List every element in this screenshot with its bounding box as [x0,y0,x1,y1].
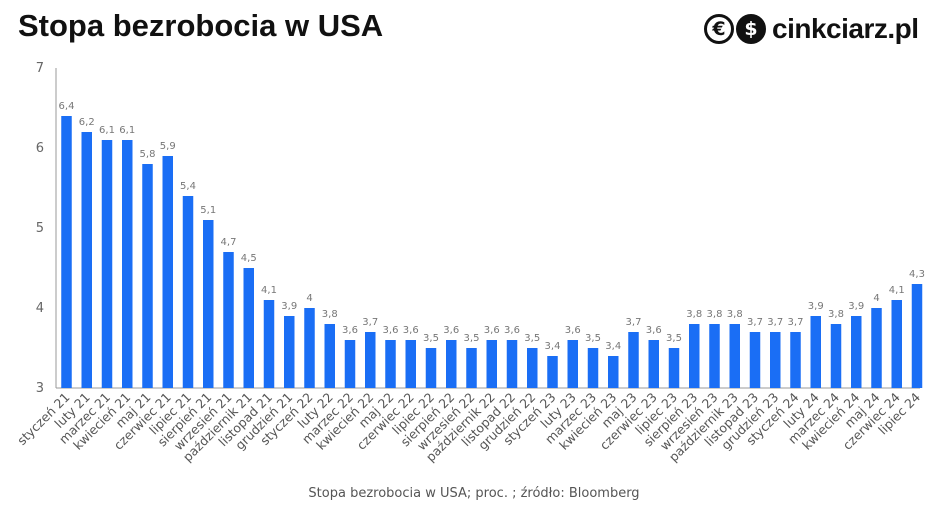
euro-coin-icon: € [704,14,734,44]
bar [729,324,740,388]
data-label: 3,8 [686,309,702,320]
data-label: 3,9 [808,301,824,312]
bar [587,348,599,388]
data-label: 3,6 [403,325,419,336]
data-label: 4 [306,293,312,304]
data-label: 5,9 [160,141,176,152]
y-tick-label: 4 [36,301,44,316]
y-tick-label: 6 [36,141,44,156]
bar [871,308,882,388]
data-label: 4,3 [909,269,925,280]
data-label: 3,8 [707,309,723,320]
bar [263,300,275,388]
data-label: 3,7 [747,317,763,328]
bar [203,220,214,388]
bar [851,316,862,388]
bar [101,140,113,388]
bar [466,348,477,388]
bar [344,340,356,388]
bar [689,324,700,388]
data-label: 4,5 [241,253,257,264]
data-label: 3,5 [666,333,682,344]
data-label: 3,6 [342,325,358,336]
data-label: 3,6 [484,325,500,336]
bar [385,340,396,388]
bar [182,196,194,388]
data-label: 3,6 [504,325,520,336]
bar [122,140,133,388]
data-label: 3,5 [423,333,439,344]
bar [81,132,92,388]
source-note: Stopa bezrobocia w USA; proc. ; źródło: … [308,486,640,501]
bar [770,332,781,388]
data-label: 3,6 [383,325,399,336]
bar [608,356,619,388]
bar [405,340,416,388]
data-label: 3,9 [281,301,297,312]
data-label: 6,1 [119,125,135,136]
data-label: 3,7 [362,317,378,328]
data-label: 3,5 [524,333,540,344]
bar [243,268,254,388]
bar [324,324,335,388]
data-label: 4,1 [889,285,905,296]
bar [527,348,538,388]
data-label: 4,7 [221,237,237,248]
data-label: 6,2 [79,117,95,128]
bar [891,300,902,388]
bar [162,156,173,388]
dollar-coin-icon: $ [736,14,766,44]
bar [668,348,680,388]
data-label: 3,6 [443,325,459,336]
bar [790,332,801,388]
data-label: 6,4 [59,101,75,112]
bar [142,164,153,388]
data-label: 3,7 [626,317,642,328]
bar [223,252,234,388]
data-label: 3,4 [545,341,561,352]
data-label: 4,1 [261,285,277,296]
data-label: 3,6 [646,325,662,336]
data-label: 3,8 [828,309,844,320]
data-label: 3,5 [464,333,480,344]
data-label: 3,8 [727,309,743,320]
data-label: 6,1 [99,125,115,136]
bar [810,316,821,388]
logo-text: cinkciarz.pl [772,13,919,44]
bar [486,340,497,388]
data-label: 3,9 [848,301,864,312]
data-label: 3,7 [767,317,783,328]
bar [446,340,457,388]
bar [506,340,518,388]
bar [61,116,72,388]
y-tick-label: 5 [36,221,44,236]
bar [749,332,761,388]
bar [648,340,659,388]
data-label: 5,4 [180,181,196,192]
bar [304,308,315,388]
data-label: 3,5 [585,333,601,344]
data-label: 3,8 [322,309,338,320]
bar [547,356,558,388]
y-tick-label: 3 [36,381,44,396]
data-label: 5,1 [200,205,216,216]
bar [365,332,376,388]
data-label: 5,8 [140,149,156,160]
bar [911,284,923,388]
chart-title: Stopa bezrobocia w USA [18,8,384,43]
bar [567,340,578,388]
bar [425,348,437,388]
y-tick-label: 7 [36,61,44,76]
bar [830,324,842,388]
bar [284,316,295,388]
bar [709,324,720,388]
data-label: 3,4 [605,341,621,352]
data-label: 3,7 [788,317,804,328]
data-label: 3,6 [565,325,581,336]
bar [628,332,639,388]
data-label: 4 [873,293,879,304]
cinkciarz-logo: € $ cinkciarz.pl [704,10,919,48]
